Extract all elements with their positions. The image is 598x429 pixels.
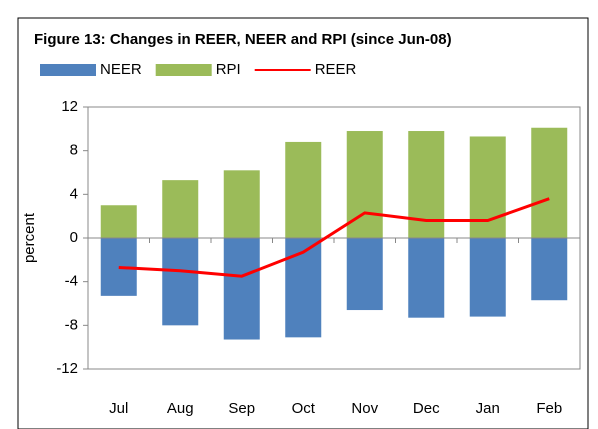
bar — [162, 180, 199, 238]
bar — [469, 238, 506, 317]
y-tick-label: -8 — [65, 316, 78, 333]
x-tick-label: Jan — [476, 400, 500, 417]
y-tick-label: 0 — [70, 229, 78, 246]
x-tick-label: Sep — [228, 400, 255, 417]
y-tick-label: -12 — [56, 360, 78, 377]
x-tick-label: Nov — [351, 400, 378, 417]
x-tick-label: Dec — [413, 400, 440, 417]
x-tick-label: Oct — [292, 400, 316, 417]
x-tick-label: Aug — [167, 400, 194, 417]
legend-label: RPI — [216, 61, 241, 78]
y-axis-label: percent — [21, 212, 38, 263]
bar — [223, 238, 260, 340]
bar — [162, 238, 199, 326]
line — [118, 197, 550, 278]
chart-title: Figure 13: Changes in REER, NEER and RPI… — [34, 31, 452, 48]
bar — [469, 136, 506, 238]
bar — [408, 238, 445, 318]
legend-swatch — [155, 64, 212, 76]
y-tick-label: 8 — [70, 142, 78, 159]
bar — [531, 127, 568, 238]
x-tick-label: Feb — [536, 400, 562, 417]
bar — [531, 238, 568, 301]
bar — [346, 238, 383, 311]
y-tick-label: 4 — [70, 185, 78, 202]
legend-label: REER — [315, 61, 357, 78]
bar — [285, 238, 322, 338]
legend-label: NEER — [100, 61, 142, 78]
bar — [223, 170, 260, 238]
x-tick-label: Jul — [109, 400, 128, 417]
y-tick-label: 12 — [61, 98, 78, 115]
y-tick-label: -4 — [65, 273, 78, 290]
legend-swatch — [40, 64, 96, 76]
bar — [100, 205, 137, 238]
bar — [285, 141, 322, 238]
